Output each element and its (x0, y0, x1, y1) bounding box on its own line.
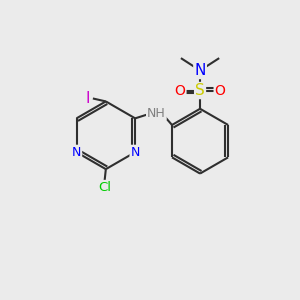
Text: O: O (175, 83, 185, 98)
Text: O: O (214, 83, 226, 98)
Text: N: N (130, 146, 140, 159)
Text: N: N (194, 63, 206, 78)
Text: NH: NH (147, 106, 166, 119)
Text: N: N (72, 146, 81, 159)
Text: S: S (195, 83, 205, 98)
Text: Cl: Cl (98, 181, 111, 194)
Text: I: I (85, 91, 90, 106)
